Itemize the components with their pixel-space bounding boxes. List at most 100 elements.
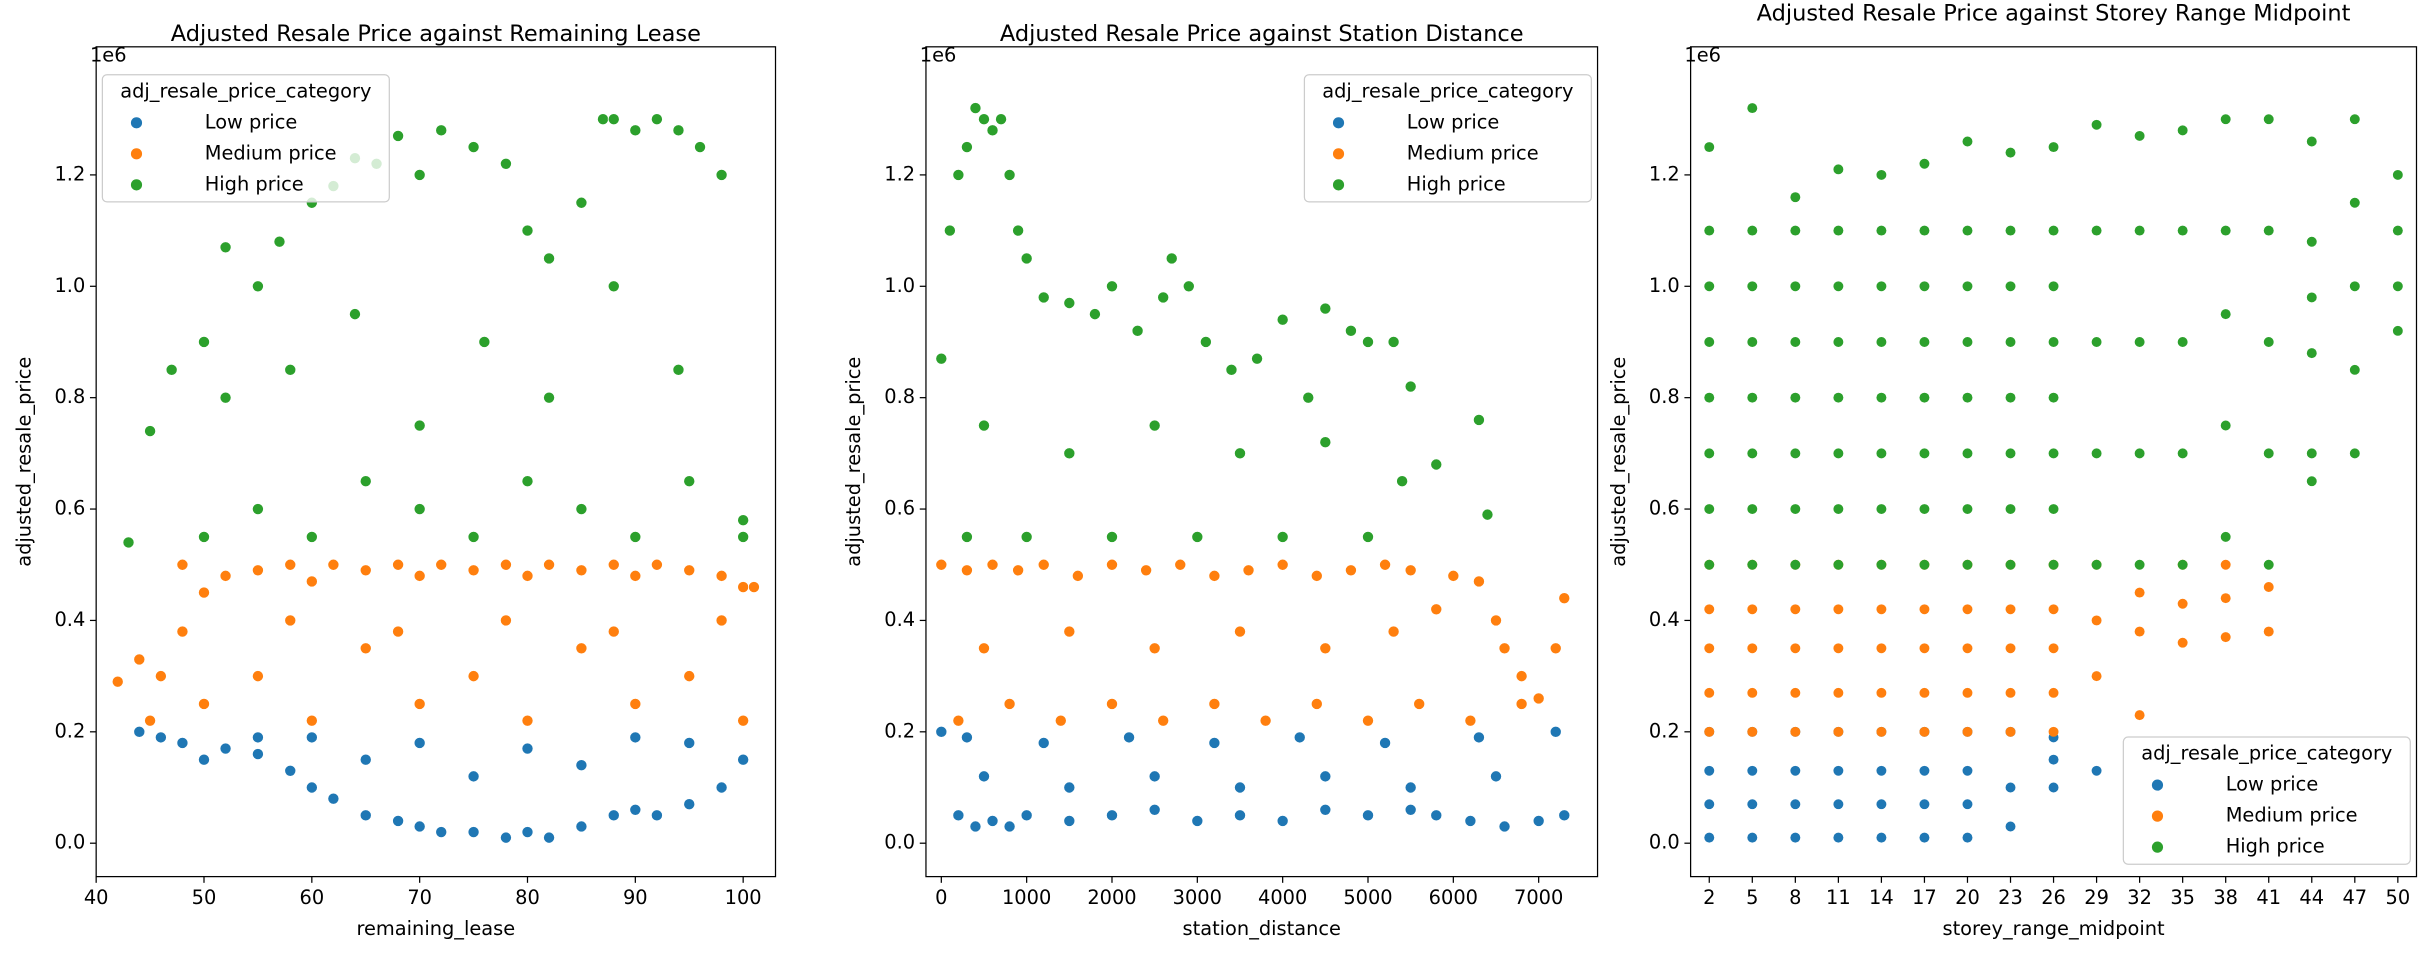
point — [737, 514, 750, 527]
point — [943, 224, 956, 237]
point — [1344, 324, 1357, 337]
point — [111, 675, 124, 688]
point — [1919, 604, 1930, 615]
y-tick-label: 0.0 — [884, 831, 915, 854]
point — [607, 558, 620, 571]
x-tick-label: 4000 — [1258, 886, 1307, 909]
point — [683, 798, 696, 811]
point — [1833, 164, 1844, 175]
point — [2177, 225, 2188, 236]
point — [1962, 337, 1973, 347]
point — [2263, 448, 2274, 459]
point — [2091, 615, 2102, 626]
y-tick-label: 0.4 — [884, 608, 915, 631]
point — [543, 391, 556, 404]
legend-label: Low price — [205, 110, 298, 133]
point — [1174, 558, 1187, 571]
point — [2392, 281, 2403, 292]
point — [2048, 142, 2059, 153]
point — [413, 820, 426, 833]
point — [1962, 687, 1973, 698]
point — [1063, 625, 1076, 638]
point — [2263, 337, 2274, 347]
legend-label: High price — [1407, 172, 1506, 195]
point — [952, 714, 965, 727]
x-tick-label: 41 — [2256, 886, 2281, 909]
point — [575, 759, 588, 772]
x-tick-label: 1000 — [1002, 886, 1051, 909]
point — [672, 124, 685, 137]
point — [629, 530, 642, 543]
point — [1276, 530, 1289, 543]
point — [575, 196, 588, 209]
point — [1704, 281, 1715, 292]
y-tick-label: 0.8 — [1649, 385, 1680, 408]
point — [1165, 252, 1178, 265]
legend-title: adj_resale_price_category — [2141, 742, 2392, 765]
point — [952, 168, 965, 181]
legend-label: Medium price — [1407, 141, 1539, 164]
x-tick-label: 5 — [1746, 886, 1758, 909]
point — [1833, 832, 1844, 843]
subplot: Adjusted Resale Price against Storey Ran… — [1607, 1, 2418, 940]
point — [1148, 642, 1161, 655]
point — [305, 731, 318, 744]
point — [2392, 225, 2403, 236]
point — [650, 113, 663, 126]
point — [1276, 313, 1289, 326]
point — [499, 157, 512, 170]
points — [935, 102, 1571, 833]
point — [1319, 642, 1332, 655]
point — [1234, 809, 1246, 822]
point — [1387, 625, 1400, 638]
point — [978, 770, 990, 783]
point — [1747, 687, 1758, 698]
point — [176, 558, 189, 571]
point — [305, 781, 318, 794]
point — [1276, 558, 1289, 571]
point — [435, 124, 448, 137]
point — [986, 814, 999, 827]
point — [1558, 809, 1571, 822]
x-axis-label: station_distance — [1183, 917, 1341, 940]
point — [1148, 419, 1161, 432]
point — [176, 736, 189, 749]
chart-title: Adjusted Resale Price against Station Di… — [1000, 21, 1524, 47]
point — [1106, 558, 1118, 571]
y-tick-label: 0.8 — [884, 385, 915, 408]
point — [1962, 765, 1973, 776]
point — [1310, 697, 1323, 710]
point — [2134, 337, 2145, 347]
point — [1191, 530, 1204, 543]
point — [251, 564, 264, 577]
point — [1833, 281, 1844, 292]
axes-frame — [925, 46, 1599, 878]
point — [1472, 731, 1485, 744]
point — [575, 642, 588, 655]
point — [2134, 626, 2145, 637]
point — [521, 475, 534, 488]
point — [2306, 136, 2317, 147]
point — [198, 753, 210, 766]
point — [969, 820, 982, 833]
subplot: Adjusted Resale Price against Remaining … — [12, 21, 777, 940]
point — [1472, 413, 1485, 426]
point — [1790, 799, 1801, 810]
point — [2134, 710, 2145, 721]
point — [1962, 136, 1973, 147]
y-offset-label: 1e6 — [1684, 44, 1721, 67]
point — [1876, 392, 1887, 403]
point — [1148, 803, 1161, 816]
legend: adj_resale_price_category Low price Medium… — [101, 74, 390, 203]
point — [2177, 448, 2188, 459]
point — [995, 113, 1008, 126]
point — [1362, 714, 1374, 727]
point — [1404, 781, 1417, 794]
point — [1106, 809, 1118, 822]
point — [575, 564, 588, 577]
x-tick-label: 14 — [1869, 886, 1894, 909]
point — [1157, 291, 1170, 304]
point — [1876, 225, 1887, 236]
legend-label: Medium price — [205, 141, 337, 164]
point — [2091, 559, 2102, 570]
